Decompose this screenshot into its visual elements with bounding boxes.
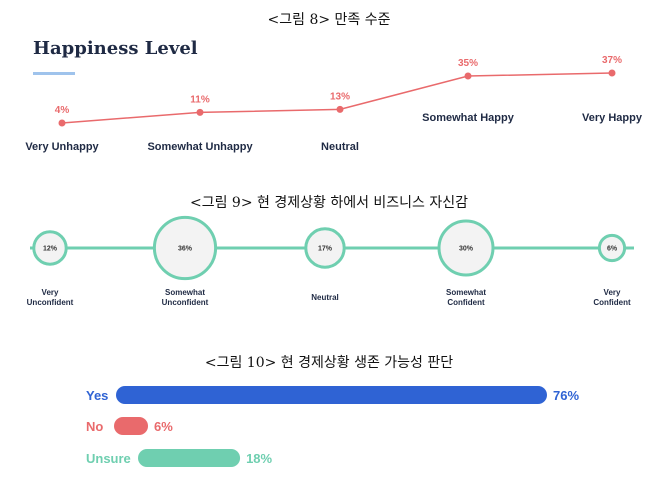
survival-bar xyxy=(116,386,547,404)
figure-8-caption: <그림 8> 만족 수준 xyxy=(267,12,391,28)
confidence-bubble xyxy=(304,227,346,269)
happiness-chart-title: Happiness Level xyxy=(33,38,198,59)
happiness-value-label: 4% xyxy=(55,105,70,116)
confidence-category-label: Somewhat Confident xyxy=(446,288,486,307)
happiness-category-label: Very Unhappy xyxy=(25,141,99,153)
happiness-point xyxy=(336,105,344,113)
survival-value-label: 6% xyxy=(154,419,173,434)
confidence-category-line: Very xyxy=(42,288,59,297)
confidence-value-label: 17% xyxy=(318,246,333,253)
title-underline xyxy=(33,72,75,75)
confidence-bubble xyxy=(152,215,218,281)
happiness-value-label: 13% xyxy=(330,91,350,102)
confidence-category-line: Somewhat xyxy=(165,288,205,297)
confidence-category-line: Confident xyxy=(593,298,631,307)
happiness-category-label: Neutral xyxy=(321,141,359,153)
confidence-bubble xyxy=(32,230,68,266)
happiness-category-label: Very Happy xyxy=(582,112,643,124)
confidence-category-line: Unconfident xyxy=(162,298,209,307)
confidence-value-label: 12% xyxy=(43,246,58,253)
confidence-category-label: Very Confident xyxy=(593,288,631,307)
survival-value-label: 18% xyxy=(246,451,272,466)
confidence-category-label: Somewhat Unconfident xyxy=(162,288,209,307)
survival-category-label: Unsure xyxy=(86,451,131,466)
happiness-point xyxy=(464,72,472,80)
happiness-value-label: 35% xyxy=(458,58,478,69)
happiness-category-label: Somewhat Happy xyxy=(422,112,515,124)
confidence-category-line: Very xyxy=(604,288,621,297)
survival-bar xyxy=(138,449,241,467)
confidence-category-line: Neutral xyxy=(311,293,339,302)
confidence-category-line: Confident xyxy=(447,298,485,307)
confidence-bubble xyxy=(437,219,495,277)
confidence-value-label: 36% xyxy=(178,246,193,253)
survival-category-label: Yes xyxy=(86,388,108,403)
happiness-point xyxy=(58,119,66,127)
figure-10-caption: <그림 10> 현 경제상황 생존 가능성 판단 xyxy=(204,355,454,371)
happiness-category-label: Somewhat Unhappy xyxy=(147,141,253,153)
confidence-value-label: 6% xyxy=(607,246,618,253)
survival-category-label: No xyxy=(86,419,103,434)
confidence-category-line: Somewhat xyxy=(446,288,486,297)
happiness-point xyxy=(608,69,616,77)
confidence-value-label: 30% xyxy=(459,246,474,253)
survival-value-label: 76% xyxy=(553,388,579,403)
confidence-category-label: Neutral xyxy=(311,293,339,302)
happiness-value-label: 37% xyxy=(602,55,622,66)
happiness-point xyxy=(196,108,204,116)
figure-9-caption: <그림 9> 현 경제상황 하에서 비즈니스 자신감 xyxy=(189,195,469,211)
confidence-category-label: Very Unconfident xyxy=(27,288,74,307)
happiness-value-label: 11% xyxy=(190,94,210,105)
confidence-bubble xyxy=(597,233,627,263)
survival-bar xyxy=(114,417,149,435)
confidence-category-line: Unconfident xyxy=(27,298,74,307)
